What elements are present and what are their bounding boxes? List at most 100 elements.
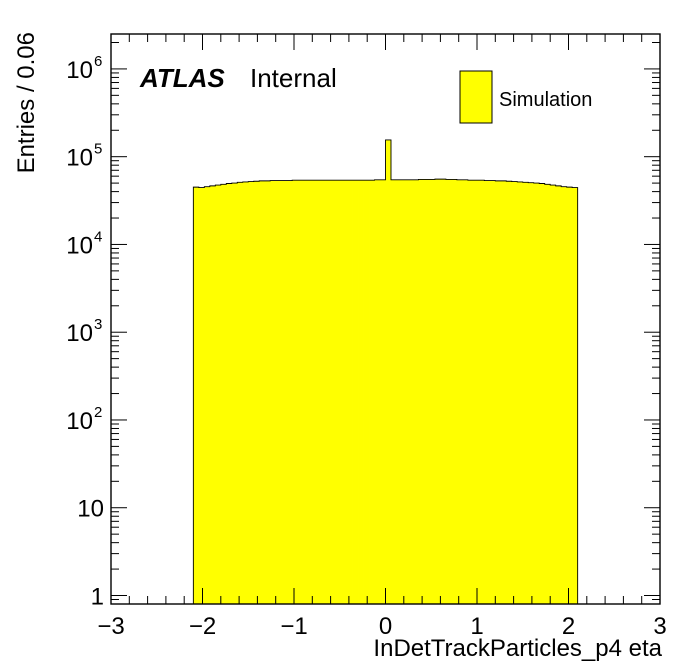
histogram-bin [462, 179, 469, 604]
histogram-bin [456, 179, 463, 604]
x-tick-label: −2 [189, 613, 216, 640]
histogram-bin [533, 183, 540, 604]
y-tick-exponent: 6 [94, 53, 102, 70]
x-tick-label: 2 [562, 613, 575, 640]
y-tick-label: 10 [77, 496, 104, 523]
legend-label-simulation: Simulation [499, 89, 592, 111]
atlas-label: ATLAS [139, 63, 225, 93]
histogram-bin [473, 180, 480, 605]
histogram-bin [511, 181, 518, 605]
histogram-bars [192, 139, 579, 605]
histogram-bin [275, 180, 282, 604]
axis-ticks [110, 34, 661, 605]
histogram-bin [220, 184, 227, 604]
histogram-bin [528, 182, 535, 605]
histogram-bin [517, 181, 524, 605]
histogram-bin [226, 183, 233, 605]
y-tick-exponent: 5 [94, 141, 102, 158]
histogram-bin [231, 183, 238, 604]
histogram-bin [319, 180, 326, 605]
legend-swatch-simulation [459, 70, 493, 124]
y-tick-label: 10 [66, 57, 93, 84]
histogram-bin [550, 185, 557, 604]
internal-label: Internal [250, 63, 337, 93]
histogram-bin [286, 180, 293, 604]
histogram-bin [544, 184, 551, 604]
histogram-bin [264, 180, 271, 604]
histogram-bin [451, 179, 458, 604]
x-axis-title: InDetTrackParticles_p4 eta [373, 635, 662, 662]
histogram-bin [314, 180, 321, 605]
histogram-bin [412, 179, 419, 604]
histogram-bin [572, 187, 579, 605]
y-tick-label: 10 [66, 408, 93, 435]
histogram-bin [445, 179, 452, 604]
histogram-bin [561, 186, 568, 604]
y-tick-exponent: 3 [94, 316, 102, 333]
histogram-bin [407, 179, 414, 604]
histogram-bin [363, 180, 370, 605]
histogram-bin [209, 185, 216, 604]
histogram-bin [506, 181, 513, 604]
histogram-bin [484, 180, 491, 604]
histogram-outline [192, 139, 579, 604]
histogram-bin [198, 187, 205, 605]
histogram-bin [401, 179, 408, 604]
histogram-bin [347, 180, 353, 605]
histogram-bin [259, 180, 266, 604]
histogram-bin [380, 179, 386, 604]
histogram-bin [242, 181, 249, 605]
histogram-bin [495, 180, 502, 604]
histogram-bin [478, 180, 485, 605]
legend: Simulation [459, 70, 592, 124]
histogram-bin [396, 179, 403, 604]
histogram-bin [352, 180, 359, 605]
histogram-bin [204, 186, 211, 604]
histogram-bin [418, 179, 425, 604]
histogram-bin [281, 180, 288, 604]
y-tick-label: 1 [91, 583, 104, 610]
histogram-bin [522, 182, 529, 604]
histogram-bin [566, 187, 573, 604]
histogram-bin [358, 180, 364, 605]
histogram-bin [440, 179, 447, 604]
histogram-bin [297, 180, 304, 605]
y-tick-exponent: 2 [94, 404, 102, 421]
histogram-bin [292, 180, 299, 605]
x-tick-labels: −3 −2 −1 0 1 2 3 [97, 613, 666, 640]
histogram-bin [385, 139, 392, 605]
histogram-bin [539, 183, 546, 605]
histogram-bin [308, 180, 315, 605]
histogram-bin [336, 180, 342, 605]
x-tick-label: 3 [653, 613, 666, 640]
y-tick-exponent: 4 [94, 228, 102, 245]
histogram-bin [500, 180, 507, 604]
histogram-bin [555, 185, 562, 604]
y-tick-label: 10 [66, 145, 93, 172]
histogram-bin [248, 181, 255, 605]
histogram-bin [467, 180, 474, 605]
histogram-bin [325, 180, 331, 605]
histogram-bin [330, 180, 337, 605]
histogram-bin [215, 185, 222, 604]
histogram-bin [369, 180, 375, 605]
histogram-bin [429, 179, 436, 604]
y-axis-title: Entries / 0.06 [13, 32, 40, 173]
histogram-bin [193, 187, 200, 604]
histogram-bin [423, 179, 430, 604]
histogram-bin [341, 180, 348, 605]
x-tick-label: 0 [379, 613, 392, 640]
y-tick-label: 10 [66, 232, 93, 259]
x-tick-label: 1 [470, 613, 483, 640]
histogram-bin [434, 179, 441, 604]
x-tick-label: −1 [280, 613, 307, 640]
histogram-bin [374, 179, 381, 604]
histogram-bin [270, 180, 277, 604]
y-tick-label: 10 [66, 320, 93, 347]
histogram-bin [489, 180, 496, 604]
histogram-bin [237, 182, 244, 604]
histogram-bin [303, 180, 310, 605]
histogram-bin [390, 179, 397, 604]
